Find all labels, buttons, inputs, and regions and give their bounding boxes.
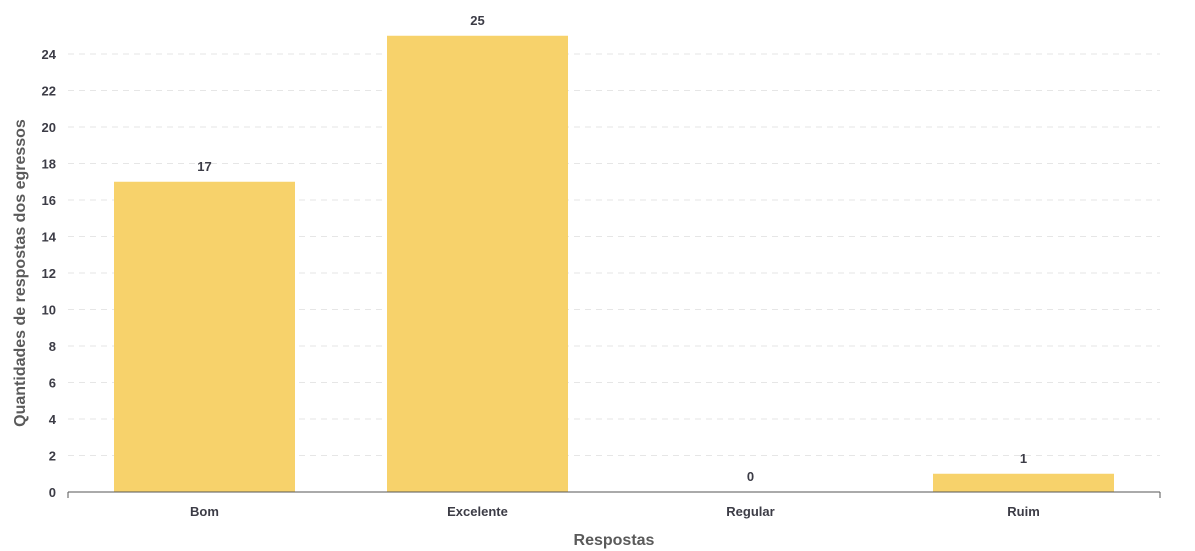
y-tick-label: 6 <box>49 376 56 391</box>
y-tick-label: 20 <box>42 120 56 135</box>
data-labels: 17 25 0 1 <box>197 13 1027 484</box>
data-label-excelente: 25 <box>470 13 484 28</box>
y-tick-label: 14 <box>42 230 57 245</box>
bars <box>114 35 1114 492</box>
y-tick-label: 0 <box>49 485 56 500</box>
y-tick-label: 10 <box>42 303 56 318</box>
bar-bom[interactable] <box>114 181 295 492</box>
y-tick-label: 24 <box>42 47 57 62</box>
bar-ruim[interactable] <box>933 473 1114 492</box>
y-tick-label: 12 <box>42 266 56 281</box>
x-tick-labels: Bom Excelente Regular Ruim <box>190 504 1040 519</box>
bar-excelente[interactable] <box>387 35 568 492</box>
y-tick-label: 22 <box>42 84 56 99</box>
y-tick-label: 2 <box>49 449 56 464</box>
x-tick-label-ruim: Ruim <box>1007 504 1040 519</box>
x-tick-label-bom: Bom <box>190 504 219 519</box>
y-tick-label: 18 <box>42 157 56 172</box>
axes <box>67 491 1161 498</box>
y-tick-label: 16 <box>42 193 56 208</box>
y-tick-label: 4 <box>49 412 57 427</box>
y-tick-label: 8 <box>49 339 56 354</box>
x-tick-label-excelente: Excelente <box>447 504 508 519</box>
x-tick-label-regular: Regular <box>726 504 774 519</box>
data-label-ruim: 1 <box>1020 451 1027 466</box>
data-label-bom: 17 <box>197 159 211 174</box>
data-label-regular: 0 <box>747 469 754 484</box>
y-axis-title: Quantidades de respostas dos egressos <box>12 119 29 427</box>
x-axis-title: Respostas <box>574 532 655 549</box>
